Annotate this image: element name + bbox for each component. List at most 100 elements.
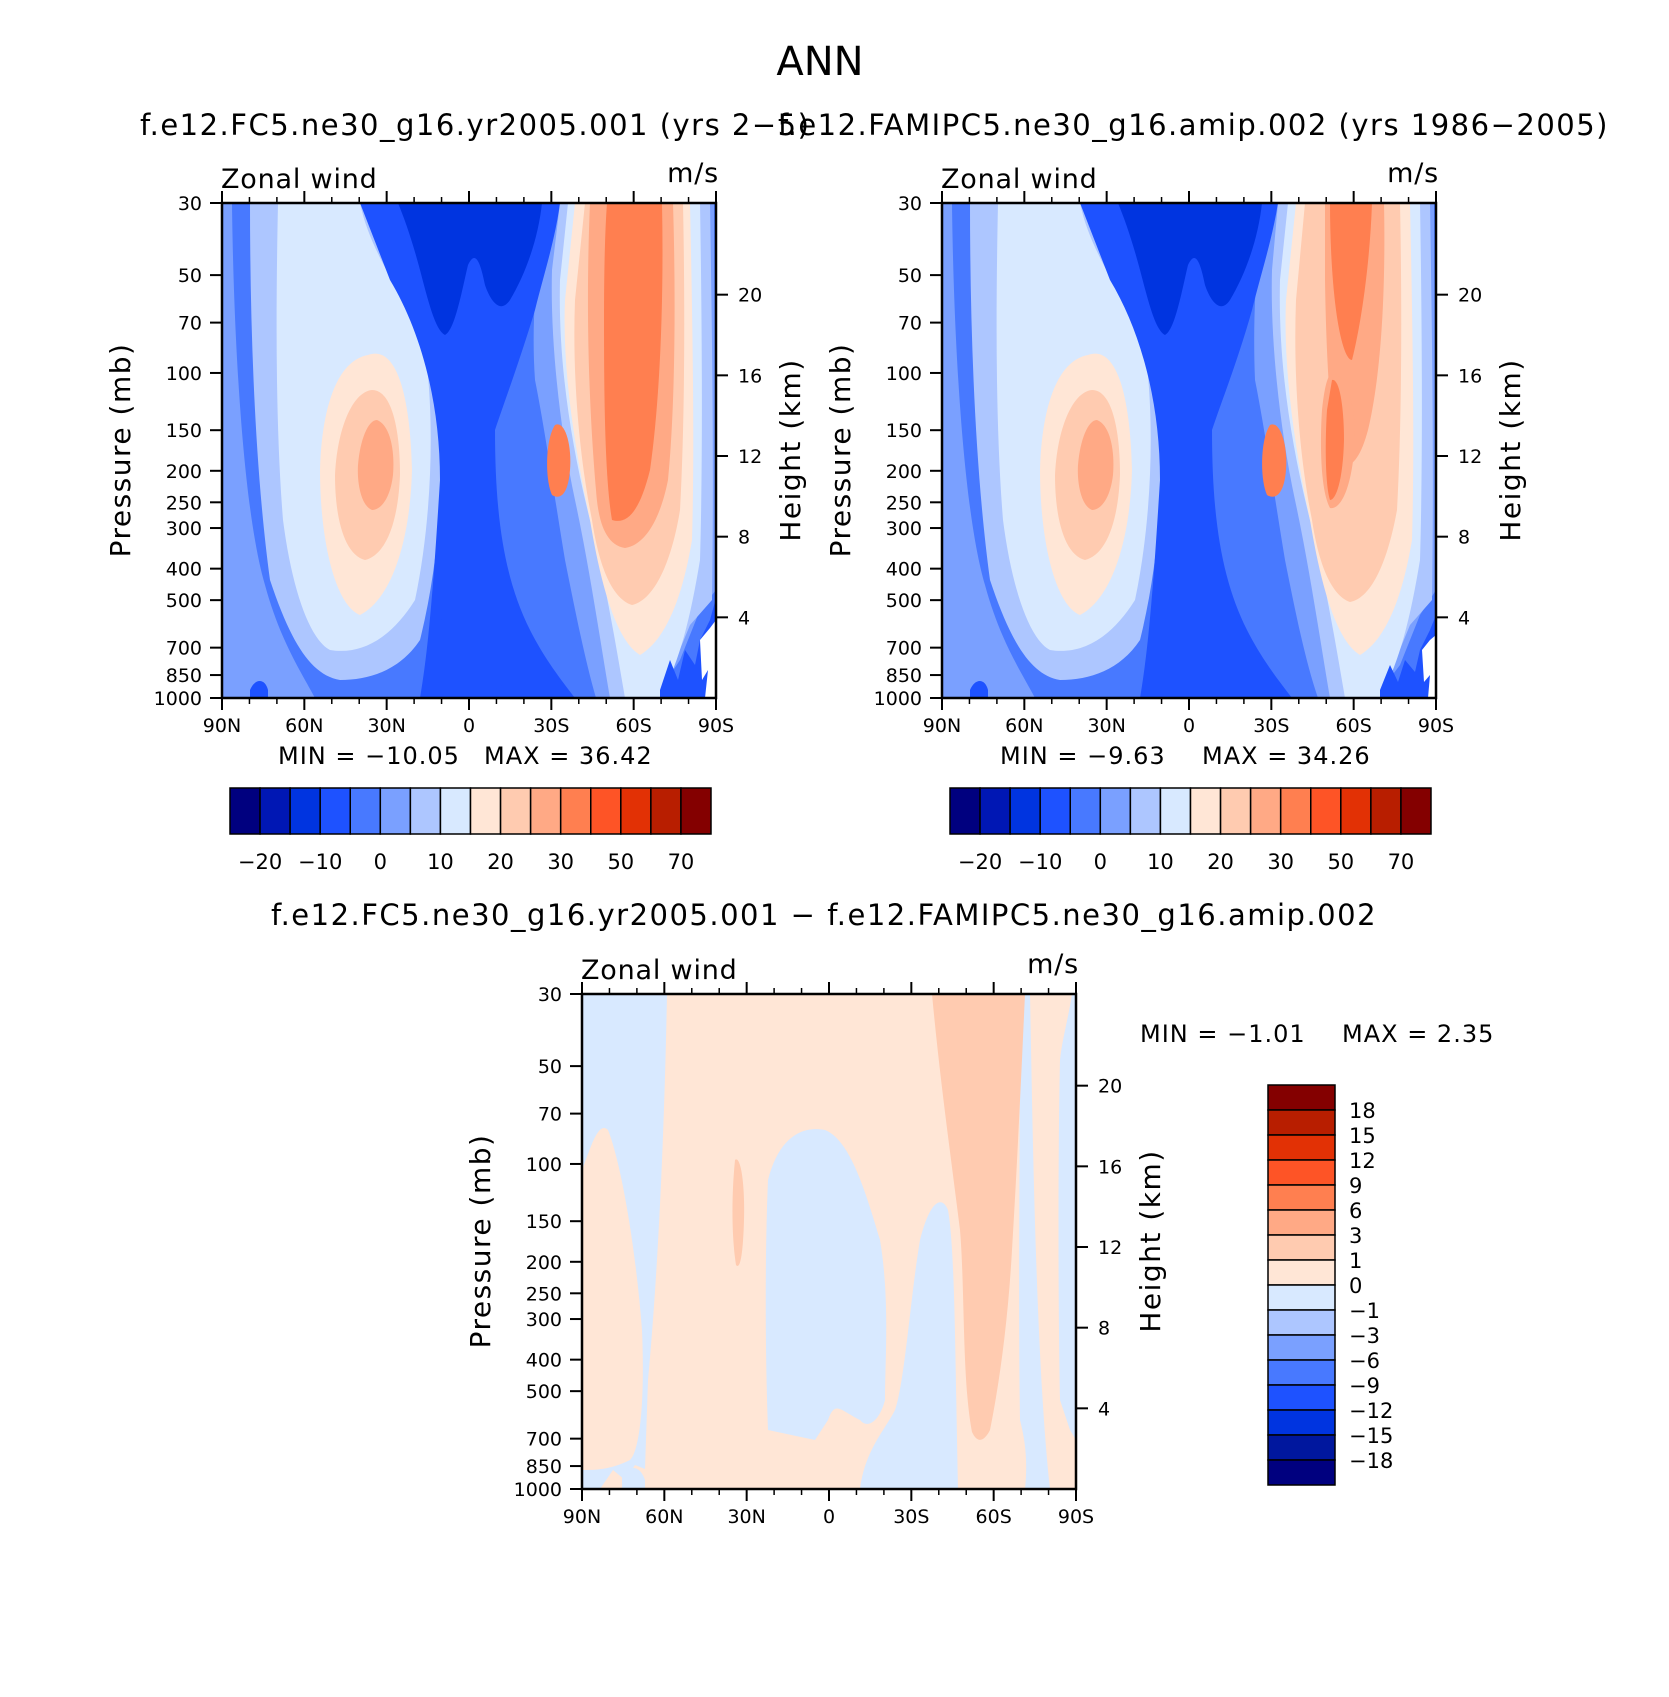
panel-2-x-tick-label: 30N xyxy=(1087,715,1125,737)
panel-1-x-tick-label: 60N xyxy=(285,715,323,737)
panel-1-x-tick-label: 0 xyxy=(463,715,475,737)
panel-3-colorbar-swatch xyxy=(1267,1209,1336,1236)
panel-3-colorbar-label: 1 xyxy=(1349,1249,1362,1273)
panel-1-y2-tick-label: 8 xyxy=(738,527,750,549)
panel-3-colorbar-swatch xyxy=(1267,1084,1336,1111)
panel-1-y-tick-label: 700 xyxy=(166,638,202,660)
panel-3-x-tick-label: 90S xyxy=(1058,1506,1094,1528)
panel-1-y-tick-label: 250 xyxy=(166,492,202,514)
panel-1-colorbar-swatch xyxy=(439,787,472,835)
panel-2-x-tick-label: 60S xyxy=(1336,715,1372,737)
panel-3-ticks: 90N 60N 30N 0 30S 60S 90S 30 50 70 100 150 200 250 300… xyxy=(514,982,1122,1528)
panel-2-colorbar-swatch xyxy=(1129,787,1162,835)
panel-1-title: f.e12.FC5.ne30_g16.yr2005.001 (yrs 2−5) xyxy=(140,108,810,142)
panel-3: Zonal wind m/s 90N 60N 30N 0 30S 60S 90S305070… xyxy=(464,949,1493,1528)
panel-3-colorbar-label: −18 xyxy=(1349,1449,1393,1473)
panel-2-contour-band xyxy=(1330,203,1372,360)
panel-3-y-tick-label: 500 xyxy=(526,1381,562,1403)
panel-1-y-tick-label: 100 xyxy=(166,363,202,385)
panel-2-y-tick-label: 70 xyxy=(898,313,922,335)
panel-3-x-tick-label: 60S xyxy=(976,1506,1012,1528)
panel-1-y-axis-label: Pressure (mb) xyxy=(104,343,137,558)
panel-2-y2-tick-label: 8 xyxy=(1458,527,1470,549)
panel-1-colorbar-label: −20 xyxy=(238,850,282,874)
panel-1-contour-band xyxy=(700,620,716,698)
panel-3-y-tick-label: 100 xyxy=(526,1154,562,1176)
panel-3-contour-band xyxy=(812,1208,818,1225)
panel-1-colorbar-swatch xyxy=(229,787,261,835)
panel-3-colorbar-label: −12 xyxy=(1349,1399,1393,1423)
panel-3-contour-band xyxy=(765,1129,887,1440)
panel-3-colorbar-swatch xyxy=(1267,1134,1336,1161)
panel-1-units-label: m/s xyxy=(667,158,719,189)
panel-1-contour-band xyxy=(440,618,462,641)
panel-2-y2-tick-label: 16 xyxy=(1458,365,1482,387)
panel-1-colorbar-swatch xyxy=(259,787,291,835)
panel-1-x-tick-label: 30S xyxy=(533,715,569,737)
panel-3-y2-tick-label: 8 xyxy=(1098,1318,1110,1340)
panel-2-contour-band xyxy=(1077,420,1114,510)
panel-3-contour-field xyxy=(582,994,1076,1489)
panel-2-contour-band xyxy=(1215,683,1248,698)
panel-1-y-tick-label: 30 xyxy=(178,193,202,215)
panel-2-y2-axis-label: Height (km) xyxy=(1494,358,1527,541)
panel-2-max-value: MAX = 34.26 xyxy=(1202,742,1371,770)
panel-1-x-tick-label: 90S xyxy=(698,715,734,737)
panel-2-contour-band xyxy=(1422,635,1436,698)
panel-3-colorbar-swatch xyxy=(1267,1234,1336,1261)
panel-3-colorbar-label: 18 xyxy=(1349,1099,1376,1123)
panel-1-colorbar-swatch xyxy=(379,787,412,835)
panel-3-colorbar-label: −6 xyxy=(1349,1349,1380,1373)
panel-3-y-tick-label: 850 xyxy=(526,1456,562,1478)
panel-3-title: f.e12.FC5.ne30_g16.yr2005.001 − f.e12.FA… xyxy=(271,898,1377,932)
panel-2-colorbar-label: 30 xyxy=(1267,850,1294,874)
panel-2-colorbar-label: 50 xyxy=(1327,850,1354,874)
panel-3-y2-tick-label: 12 xyxy=(1098,1237,1122,1259)
panel-2-colorbar-swatch xyxy=(1370,787,1402,835)
panel-1-ticks: 90N 60N 30N 0 30S 60S 90S 30 50 70 100 150 200 250 300… xyxy=(154,191,762,737)
panel-1-variable-label: Zonal wind xyxy=(221,164,378,195)
panel-2-colorbar-label: 10 xyxy=(1147,850,1174,874)
panel-1: Zonal wind m/s 90N 60N 3 xyxy=(104,158,807,874)
panel-3-contour-band xyxy=(732,1159,745,1266)
panel-3-contour-band xyxy=(932,994,1025,1440)
panel-1-colorbar-label: 0 xyxy=(374,850,387,874)
panel-3-y-tick-label: 250 xyxy=(526,1283,562,1305)
panel-3-y2-tick-label: 4 xyxy=(1098,1398,1110,1420)
panel-3-x-tick-label: 30S xyxy=(893,1506,929,1528)
panel-3-y-tick-label: 200 xyxy=(526,1252,562,1274)
panel-2-colorbar-swatch xyxy=(1099,787,1132,835)
panel-2-colorbar-swatch xyxy=(1009,787,1041,835)
panel-2-y-tick-label: 100 xyxy=(886,363,922,385)
panel-3-contour-band xyxy=(860,1202,958,1489)
panel-3-x-tick-label: 90N xyxy=(563,1506,601,1528)
panel-1-colorbar-swatch xyxy=(349,787,382,835)
panel-1-y2-tick-label: 4 xyxy=(738,607,750,629)
panel-1-colorbar-swatch xyxy=(289,787,321,835)
panel-1-y-tick-label: 50 xyxy=(178,265,202,287)
panel-2-y-axis-label: Pressure (mb) xyxy=(824,343,857,558)
panel-2-x-tick-label: 0 xyxy=(1183,715,1195,737)
panel-1-y-tick-label: 1000 xyxy=(154,688,202,710)
panel-3-colorbar-swatch xyxy=(1267,1359,1336,1386)
panel-3-y2-axis-label: Height (km) xyxy=(1134,1149,1167,1332)
panel-3-colorbar-swatch xyxy=(1267,1309,1336,1336)
panel-1-y-tick-label: 300 xyxy=(166,518,202,540)
panel-3-colorbar-swatch xyxy=(1267,1409,1336,1436)
panel-3-contour-band xyxy=(622,1468,645,1489)
panel-3-y-axis-label: Pressure (mb) xyxy=(464,1134,497,1349)
panel-3-contour-band xyxy=(582,1128,643,1470)
panel-2-contour-band xyxy=(1080,203,1292,698)
panel-1-y-tick-label: 850 xyxy=(166,665,202,687)
panel-1-colorbar-label: 70 xyxy=(668,850,695,874)
panel-2-colorbar-swatch xyxy=(1279,787,1312,835)
panel-1-colorbar: −20 −10 0 10 20 30 50 70 xyxy=(229,787,712,874)
panel-3-colorbar-label: 3 xyxy=(1349,1224,1362,1248)
panel-1-y-tick-label: 70 xyxy=(178,313,202,335)
panel-1-contour-band xyxy=(604,203,663,521)
panel-1-contour-band xyxy=(360,203,575,698)
panel-3-y-tick-label: 50 xyxy=(538,1056,562,1078)
panel-1-colorbar-swatch xyxy=(529,787,562,835)
panel-2-colorbar-label: −10 xyxy=(1018,850,1062,874)
